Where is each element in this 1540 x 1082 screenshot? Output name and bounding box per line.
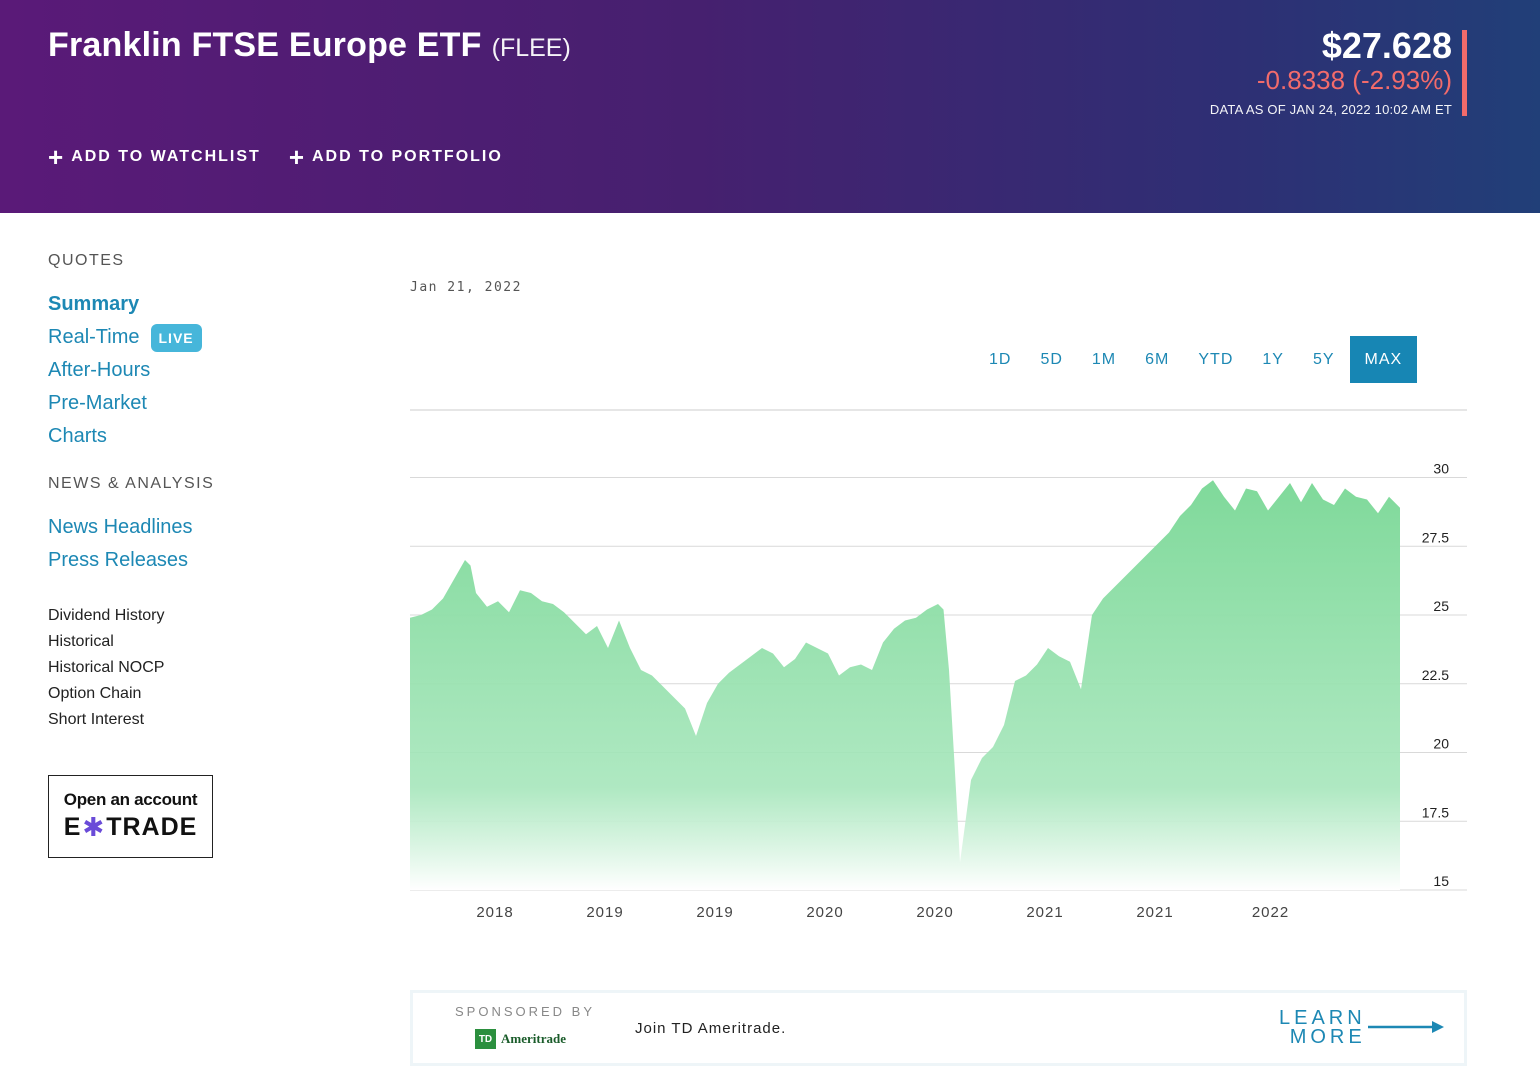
- chart-date: Jan 21, 2022: [410, 280, 522, 295]
- y-tick-label: 27.5: [1422, 529, 1449, 545]
- sponsor-banner: SPONSORED BY TD Ameritrade Join TD Ameri…: [410, 990, 1467, 1066]
- logo-word: TRADE: [106, 813, 198, 841]
- add-to-watchlist-button[interactable]: + ADD TO WATCHLIST: [48, 142, 261, 172]
- x-tick-label: 2022: [1252, 904, 1289, 921]
- range-1y[interactable]: 1Y: [1262, 350, 1284, 368]
- y-tick-label: 20: [1433, 736, 1449, 752]
- sidebar-item-pre-market[interactable]: Pre-Market: [48, 392, 147, 414]
- sidebar-item-charts[interactable]: Charts: [48, 425, 107, 447]
- x-tick-label: 2020: [806, 904, 843, 921]
- range-max[interactable]: MAX: [1349, 336, 1418, 383]
- range-ytd[interactable]: YTD: [1198, 350, 1234, 368]
- sidebar-item-summary[interactable]: Summary: [48, 293, 140, 315]
- range-5y[interactable]: 5Y: [1312, 350, 1335, 368]
- y-tick-label: 17.5: [1422, 804, 1449, 820]
- quote-header: Franklin FTSE Europe ETF (FLEE) $27.628 …: [0, 0, 1540, 213]
- sidebar-item-after-hours[interactable]: After-Hours: [48, 359, 151, 381]
- y-tick-label: 22.5: [1422, 667, 1449, 683]
- x-tick-label: 2020: [916, 904, 953, 921]
- range-6m[interactable]: 6M: [1145, 350, 1170, 368]
- etrade-logo: E ✱ TRADE: [64, 812, 198, 843]
- sidebar-item-dividend-history[interactable]: Dividend History: [48, 607, 165, 624]
- x-tick-label: 2018: [476, 904, 513, 921]
- sidebar-item-news-headlines[interactable]: News Headlines: [48, 516, 193, 538]
- y-tick-label: 15: [1433, 873, 1449, 889]
- add-to-portfolio-button[interactable]: + ADD TO PORTFOLIO: [288, 142, 503, 172]
- sidebar-item-real-time[interactable]: Real-Time LIVE: [48, 321, 308, 354]
- y-tick-label: 25: [1433, 598, 1449, 614]
- etf-ticker: (FLEE): [491, 34, 571, 62]
- y-axis: 30 27.5 25 22.5 20 17.5 15: [1422, 461, 1449, 890]
- chart-divider: [410, 409, 1467, 411]
- change-indicator-bar: [1462, 30, 1467, 116]
- td-brand-name: Ameritrade: [501, 1031, 566, 1046]
- x-tick-label: 2021: [1136, 904, 1173, 921]
- sidebar-item-press-releases[interactable]: Press Releases: [48, 549, 189, 571]
- sidebar-item-label: Real-Time: [48, 326, 140, 348]
- learn-more-line1: LEARN: [1279, 1007, 1366, 1029]
- td-logo-box: TD: [475, 1029, 496, 1049]
- etrade-ad[interactable]: Open an account E ✱ TRADE: [48, 775, 213, 858]
- sidebar-item-historical-nocp[interactable]: Historical NOCP: [48, 659, 165, 676]
- sidebar-item-historical[interactable]: Historical: [48, 633, 114, 650]
- add-to-portfolio-label: ADD TO PORTFOLIO: [312, 148, 503, 165]
- arrow-right-icon[interactable]: [1368, 1020, 1446, 1034]
- price-area: [410, 480, 1400, 890]
- range-5d[interactable]: 5D: [1040, 350, 1063, 368]
- range-1m[interactable]: 1M: [1091, 350, 1117, 368]
- quote-box: $27.628 -0.8338 (-2.93%) DATA AS OF JAN …: [1209, 25, 1452, 118]
- y-tick-label: 30: [1433, 461, 1449, 477]
- x-tick-label: 2019: [586, 904, 623, 921]
- sidebar-nav: QUOTES Summary Real-Time LIVE After-Hour…: [48, 252, 308, 858]
- sidebar-item-option-chain[interactable]: Option Chain: [48, 685, 142, 702]
- plus-icon: +: [48, 142, 66, 172]
- page-title: Franklin FTSE Europe ETF (FLEE): [48, 26, 571, 65]
- last-price: $27.628: [1321, 25, 1452, 66]
- range-selector: 1D 5D 1M 6M YTD 1Y 5Y MAX: [974, 336, 1418, 383]
- sponsored-by-label: SPONSORED BY: [455, 1004, 596, 1019]
- add-to-watchlist-label: ADD TO WATCHLIST: [71, 148, 261, 165]
- logo-letter: E: [63, 813, 82, 841]
- ad-headline: Open an account: [63, 790, 198, 809]
- live-badge: LIVE: [150, 323, 202, 352]
- range-1d[interactable]: 1D: [989, 350, 1012, 368]
- quotes-heading: QUOTES: [48, 252, 125, 269]
- x-axis: 201820182019201920202020202120212022: [476, 904, 1289, 921]
- sponsor-text: Join TD Ameritrade.: [635, 1020, 787, 1037]
- sidebar-item-short-interest[interactable]: Short Interest: [48, 711, 145, 728]
- td-ameritrade-logo[interactable]: TD Ameritrade: [475, 1029, 566, 1049]
- learn-more-link[interactable]: LEARN MORE: [1279, 1007, 1366, 1048]
- header-actions: + ADD TO WATCHLIST + ADD TO PORTFOLIO: [48, 142, 503, 172]
- etf-name: Franklin FTSE Europe ETF: [48, 26, 482, 64]
- learn-more-line2: MORE: [1289, 1026, 1366, 1048]
- price-change: -0.8338 (-2.93%): [1256, 65, 1452, 95]
- news-heading: NEWS & ANALYSIS: [48, 475, 215, 492]
- x-tick-label: 2019: [696, 904, 733, 921]
- data-as-of: DATA AS OF JAN 24, 2022 10:02 AM ET: [1209, 102, 1452, 117]
- x-tick-label: 2021: [1026, 904, 1063, 921]
- plus-icon: +: [288, 142, 306, 172]
- star-icon: ✱: [82, 812, 106, 842]
